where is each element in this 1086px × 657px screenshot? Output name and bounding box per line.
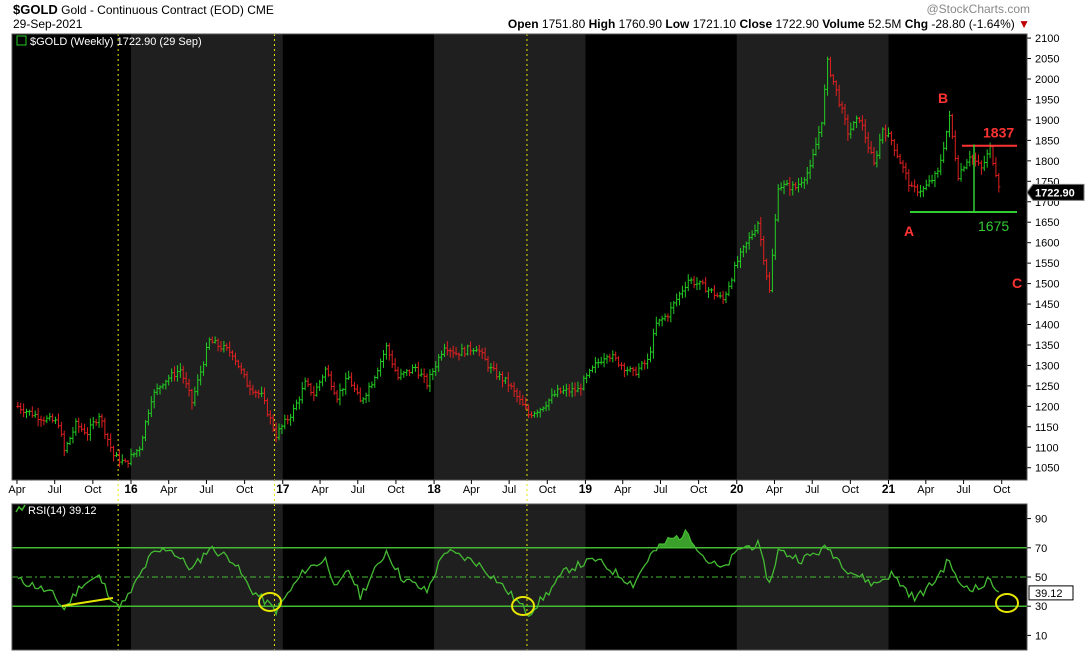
x-tick-label-19: 20 <box>730 482 744 496</box>
price-y-tick-label-11: 1600 <box>1035 238 1059 250</box>
rsi-y-tick-label-2: 50 <box>1035 572 1047 584</box>
high-label: High <box>588 17 616 31</box>
year-shade-price-2 <box>736 34 889 480</box>
x-tick-label-9: Jul <box>351 484 365 496</box>
price-y-tick-label-9: 1500 <box>1035 279 1059 291</box>
price-y-tick-label-6: 1350 <box>1035 340 1059 352</box>
x-tick-label-23: 21 <box>882 482 896 496</box>
price-y-tick-label-19: 2000 <box>1035 74 1059 86</box>
x-tick-label-0: Apr <box>8 484 25 496</box>
x-tick-label-4: Apr <box>160 484 177 496</box>
rsi-low-circle-2 <box>995 593 1019 613</box>
price-y-tick-label-7: 1400 <box>1035 320 1059 332</box>
high-value: 1760.90 <box>618 17 663 31</box>
chg-label: Chg <box>904 17 929 31</box>
down-arrow-icon: ▼ <box>1018 17 1030 31</box>
x-tick-label-22: Oct <box>842 484 859 496</box>
volume-label: Volume <box>822 17 865 31</box>
rsi-y-tick-label-4: 90 <box>1035 514 1047 526</box>
close-value: 1722.90 <box>775 17 819 31</box>
rsi-value-tag: 39.12 <box>1035 588 1063 600</box>
rsi-line <box>17 528 1000 618</box>
price-y-tick-label-18: 1950 <box>1035 94 1059 106</box>
year-shade-price-1 <box>434 34 586 480</box>
chart-title: $GOLD Gold - Continuous Contract (EOD) C… <box>13 2 274 17</box>
x-tick-label-18: Oct <box>690 484 707 496</box>
open-value: 1751.80 <box>541 17 586 31</box>
rsi-y-tick-label-3: 70 <box>1035 543 1047 555</box>
rsi-trendline <box>61 597 114 607</box>
open-label: Open <box>507 17 539 31</box>
x-tick-label-21: Jul <box>805 484 819 496</box>
x-tick-label-6: Oct <box>236 484 253 496</box>
rsi-legend-icon <box>15 504 26 513</box>
price-y-tick-label-16: 1850 <box>1035 135 1059 147</box>
ohlc-readout: Open 1751.80 High 1760.90 Low 1721.10 Cl… <box>508 17 1030 31</box>
rsi-overbought-fill <box>746 545 750 548</box>
x-tick-label-12: Apr <box>463 484 480 496</box>
symbol: $GOLD <box>13 2 58 17</box>
x-tick-label-7: 17 <box>276 482 290 496</box>
x-tick-label-2: Oct <box>84 484 101 496</box>
resistance-label: 1837 <box>983 125 1014 141</box>
price-y-tick-label-0: 1050 <box>1035 463 1059 475</box>
price-y-tick-label-4: 1250 <box>1035 381 1059 393</box>
x-tick-label-14: Oct <box>539 484 556 496</box>
x-tick-label-10: Oct <box>387 484 404 496</box>
x-tick-label-25: Jul <box>957 484 971 496</box>
x-tick-label-11: 18 <box>427 482 441 496</box>
wave-a-label: A <box>904 223 914 239</box>
price-panel-border <box>11 33 1028 481</box>
rsi-low-circle-1 <box>511 596 535 616</box>
price-y-tick-label-8: 1450 <box>1035 299 1059 311</box>
price-y-tick-label-10: 1550 <box>1035 258 1059 270</box>
price-y-tick-label-15: 1800 <box>1035 156 1059 168</box>
rsi-value-tag-bg <box>1028 585 1074 601</box>
last-price-tag: 1722.90 <box>1035 187 1075 199</box>
low-label: Low <box>665 17 690 31</box>
x-tick-label-15: 19 <box>579 482 593 496</box>
price-y-tick-label-20: 2050 <box>1035 54 1059 66</box>
x-tick-label-26: Oct <box>993 484 1010 496</box>
exchange: CME <box>247 3 274 17</box>
price-legend-icon <box>16 35 27 46</box>
rsi-overbought-fill <box>659 530 695 548</box>
x-tick-label-3: 16 <box>124 482 138 496</box>
year-shade-price-0 <box>130 34 283 480</box>
price-y-tick-label-5: 1300 <box>1035 360 1059 372</box>
price-y-tick-label-1: 1100 <box>1035 442 1059 454</box>
price-y-tick-label-12: 1650 <box>1035 217 1059 229</box>
x-tick-label-16: Apr <box>614 484 631 496</box>
price-y-tick-label-17: 1900 <box>1035 115 1059 127</box>
rsi-panel-border <box>11 503 1028 651</box>
watermark: @StockCharts.com <box>926 2 1030 16</box>
chart-date: 29-Sep-2021 <box>13 17 83 31</box>
volume-value: 52.5M <box>868 17 902 31</box>
rsi-y-tick-label-0: 10 <box>1035 630 1047 642</box>
x-tick-label-24: Apr <box>917 484 934 496</box>
x-tick-label-5: Jul <box>199 484 213 496</box>
wave-c-label: C <box>1012 275 1022 291</box>
rsi-y-tick-label-1: 30 <box>1035 601 1047 613</box>
x-tick-label-1: Jul <box>48 484 62 496</box>
price-y-tick-label-2: 1150 <box>1035 422 1059 434</box>
close-label: Close <box>739 17 773 31</box>
rsi-legend: RSI(14) 39.12 <box>28 505 96 517</box>
x-tick-label-13: Jul <box>502 484 516 496</box>
last-price-tag-bg <box>1026 183 1085 201</box>
support-label: 1675 <box>978 218 1009 234</box>
x-tick-label-20: Apr <box>766 484 783 496</box>
wave-b-label: B <box>938 90 948 106</box>
x-tick-label-17: Jul <box>653 484 667 496</box>
price-y-tick-label-21: 2100 <box>1035 33 1059 45</box>
price-legend: $GOLD (Weekly) 1722.90 (29 Sep) <box>30 36 202 48</box>
rsi-low-circle-0 <box>258 592 282 612</box>
description: Gold - Continuous Contract (EOD) <box>61 3 244 17</box>
x-tick-label-8: Apr <box>312 484 329 496</box>
low-value: 1721.10 <box>692 17 737 31</box>
price-y-tick-label-3: 1200 <box>1035 401 1059 413</box>
chg-value: -28.80 (-1.64%) <box>931 17 1015 31</box>
